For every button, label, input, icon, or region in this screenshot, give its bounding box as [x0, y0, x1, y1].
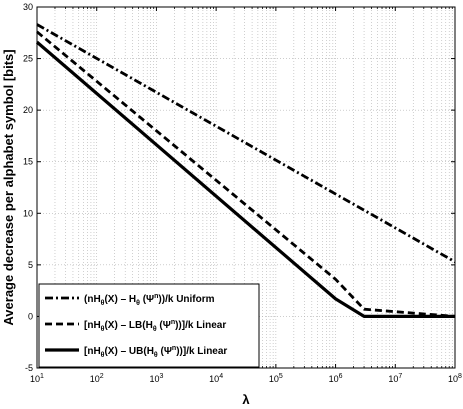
y-tick-label: 20 [23, 105, 33, 115]
series-line-3 [35, 40, 455, 318]
legend-label-3: [nHθ(X) – UB(Hθ (Ψn))]/k Linear [84, 345, 227, 359]
y-tick-label: 15 [23, 157, 33, 167]
x-axis-label: λ [242, 392, 250, 407]
series-layer [35, 23, 456, 318]
x-tick-label: 104 [209, 373, 223, 384]
y-tick-label: 25 [23, 54, 33, 64]
plot-frame [36, 6, 456, 369]
legend: (nHθ(X) – Hθ (Ψn))/k Uniform [nHθ(X) – LB… [38, 283, 260, 368]
x-tick-label: 101 [30, 373, 44, 384]
series-line-2 [36, 30, 456, 318]
y-axis-label: Average decrease per alphabet symbol [bi… [1, 49, 16, 325]
y-tick-label: 30 [23, 2, 33, 12]
y-tick-label: 10 [23, 208, 33, 218]
x-tick-label: 103 [149, 373, 163, 384]
legend-label-2: [nHθ(X) – LB(Hθ (Ψn))]/k Linear [84, 319, 226, 333]
x-tick-label: 102 [90, 373, 104, 384]
legend-box [38, 283, 260, 368]
series-line-1 [36, 23, 456, 264]
x-tick-label: 108 [448, 373, 462, 384]
axis-ticks: 101 102 103 104 105 106 107 108 -5 0 5 10 15 20 25 30 [23, 2, 462, 384]
y-tick-label: 0 [28, 311, 33, 321]
x-tick-label: 106 [329, 373, 343, 384]
x-tick-label: 105 [269, 373, 283, 384]
y-tick-label: 5 [28, 260, 33, 270]
x-tick-label: 107 [388, 373, 402, 384]
legend-label-1: (nHθ(X) – Hθ (Ψn))/k Uniform [84, 293, 215, 307]
y-tick-label: -5 [25, 363, 33, 373]
